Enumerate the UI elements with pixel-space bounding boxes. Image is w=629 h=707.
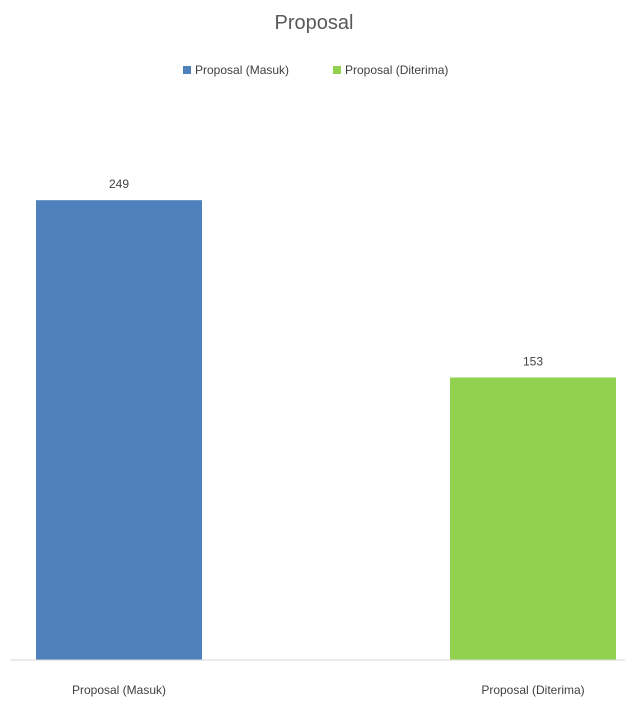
category-labels: Proposal (Masuk) Proposal (Diterima): [72, 683, 585, 697]
data-label-diterima: 153: [523, 354, 543, 368]
chart-title: Proposal: [275, 12, 354, 34]
legend-swatch-masuk: [183, 66, 191, 74]
data-label-masuk: 249: [109, 177, 129, 191]
bar-diterima: [450, 377, 616, 660]
legend-label-diterima: Proposal (Diterima): [345, 63, 448, 77]
legend: Proposal (Masuk) Proposal (Diterima): [183, 63, 448, 77]
category-label-masuk: Proposal (Masuk): [72, 683, 166, 697]
bar-series: 249 153: [36, 177, 616, 660]
legend-label-masuk: Proposal (Masuk): [195, 63, 289, 77]
legend-swatch-diterima: [333, 66, 341, 74]
category-label-diterima: Proposal (Diterima): [481, 683, 584, 697]
bar-masuk: [36, 200, 202, 660]
